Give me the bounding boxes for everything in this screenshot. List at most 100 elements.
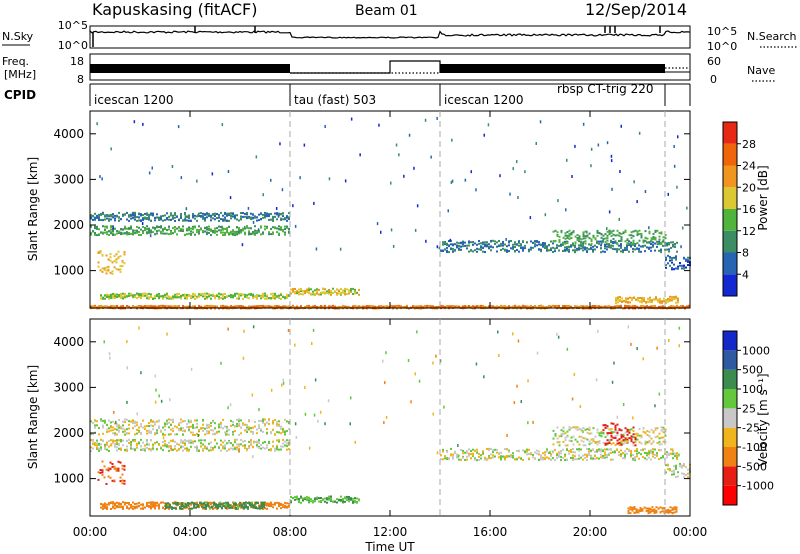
echo-cell bbox=[100, 419, 102, 422]
echo-cell bbox=[472, 243, 474, 246]
echo-cell bbox=[662, 240, 664, 243]
echo-cell bbox=[330, 495, 332, 498]
echo-cell bbox=[270, 448, 272, 451]
echo-cell bbox=[184, 295, 186, 298]
echo-cell bbox=[174, 293, 176, 296]
echo-cell bbox=[218, 292, 220, 295]
echo-cell bbox=[672, 244, 674, 247]
echo-cell bbox=[260, 217, 262, 220]
echo-cell bbox=[170, 433, 172, 436]
echo-cell bbox=[128, 292, 130, 295]
echo-cell bbox=[142, 503, 144, 506]
beam-title: Beam 01 bbox=[355, 3, 418, 19]
echo-cell bbox=[448, 245, 450, 248]
echo-cell bbox=[220, 426, 222, 429]
echo-cell bbox=[550, 249, 552, 252]
echo-cell bbox=[608, 306, 610, 309]
echo-cell bbox=[532, 454, 534, 456]
echo-cell bbox=[252, 213, 254, 216]
echo-cell bbox=[230, 232, 232, 235]
echo-cell bbox=[226, 231, 228, 234]
echo-cell bbox=[105, 254, 108, 257]
echo-cell bbox=[123, 262, 126, 265]
echo-cell bbox=[629, 301, 631, 304]
echo-cell bbox=[242, 422, 244, 425]
echo-cell bbox=[232, 294, 234, 297]
echo-cell bbox=[108, 230, 110, 233]
echo-cell bbox=[632, 247, 634, 250]
echo-cell bbox=[166, 217, 168, 219]
echo-cell bbox=[354, 497, 356, 500]
echo-cell bbox=[152, 212, 154, 215]
echo-cell bbox=[275, 207, 278, 210]
echo-cell bbox=[590, 247, 592, 250]
echo-cell bbox=[462, 449, 464, 452]
echo-cell bbox=[99, 251, 102, 254]
echo-cell bbox=[99, 469, 102, 471]
echo-cell bbox=[188, 439, 190, 442]
echo-cell bbox=[238, 219, 240, 222]
echo-cell bbox=[171, 507, 173, 510]
echo-cell bbox=[206, 297, 208, 300]
echo-cell bbox=[576, 448, 578, 451]
echo-cell bbox=[488, 457, 490, 460]
colorbar-segment bbox=[723, 122, 737, 144]
echo-cell bbox=[572, 451, 574, 454]
echo-cell bbox=[225, 507, 227, 509]
echo-cell bbox=[224, 293, 226, 295]
echo-cell bbox=[478, 240, 480, 242]
echo-cell bbox=[262, 193, 264, 197]
echo-cell bbox=[426, 304, 428, 307]
echo-cell bbox=[336, 293, 338, 296]
echo-cell bbox=[121, 473, 124, 476]
echo-cell bbox=[570, 457, 572, 459]
echo-cell bbox=[138, 216, 140, 219]
echo-cell bbox=[207, 502, 209, 505]
echo-cell bbox=[174, 212, 176, 215]
echo-cell bbox=[446, 249, 448, 252]
echo-cell bbox=[660, 248, 662, 251]
echo-cell bbox=[488, 447, 490, 450]
echo-cell bbox=[406, 304, 408, 307]
echo-cell bbox=[548, 304, 550, 307]
echo-cell bbox=[270, 432, 272, 435]
echo-cell bbox=[101, 270, 104, 273]
echo-cell bbox=[102, 432, 104, 435]
echo-cell bbox=[104, 305, 106, 308]
echo-cell bbox=[648, 230, 651, 233]
echo-cell bbox=[610, 246, 612, 249]
echo-cell bbox=[222, 214, 224, 217]
echo-cell bbox=[282, 305, 284, 308]
echo-cell bbox=[94, 212, 96, 215]
echo-cell bbox=[224, 216, 226, 219]
echo-cell bbox=[615, 299, 617, 302]
echo-cell bbox=[232, 212, 234, 215]
echo-cell bbox=[644, 236, 647, 239]
echo-cell bbox=[103, 465, 106, 468]
echo-cell bbox=[446, 306, 448, 309]
echo-cell bbox=[146, 446, 148, 449]
echo-cell bbox=[568, 450, 570, 453]
echo-cell bbox=[154, 297, 156, 300]
echo-cell bbox=[546, 249, 548, 252]
echo-cell bbox=[120, 297, 122, 299]
echo-cell bbox=[192, 216, 194, 219]
echo-cell bbox=[358, 499, 360, 502]
echo-cell bbox=[216, 230, 218, 233]
echo-cell bbox=[344, 496, 346, 499]
echo-cell bbox=[350, 290, 352, 293]
echo-cell bbox=[142, 448, 144, 450]
echo-cell bbox=[201, 505, 203, 508]
echo-cell bbox=[288, 421, 290, 423]
echo-cell bbox=[179, 506, 181, 509]
echo-cell bbox=[114, 442, 116, 445]
echo-cell bbox=[102, 211, 104, 214]
echo-cell bbox=[253, 504, 255, 507]
echo-cell bbox=[112, 294, 114, 297]
echo-cell bbox=[626, 239, 629, 242]
echo-cell bbox=[637, 299, 639, 302]
echo-cell bbox=[146, 232, 148, 235]
echo-cell bbox=[126, 231, 128, 234]
echo-cell bbox=[202, 212, 204, 215]
echo-cell bbox=[502, 240, 504, 243]
